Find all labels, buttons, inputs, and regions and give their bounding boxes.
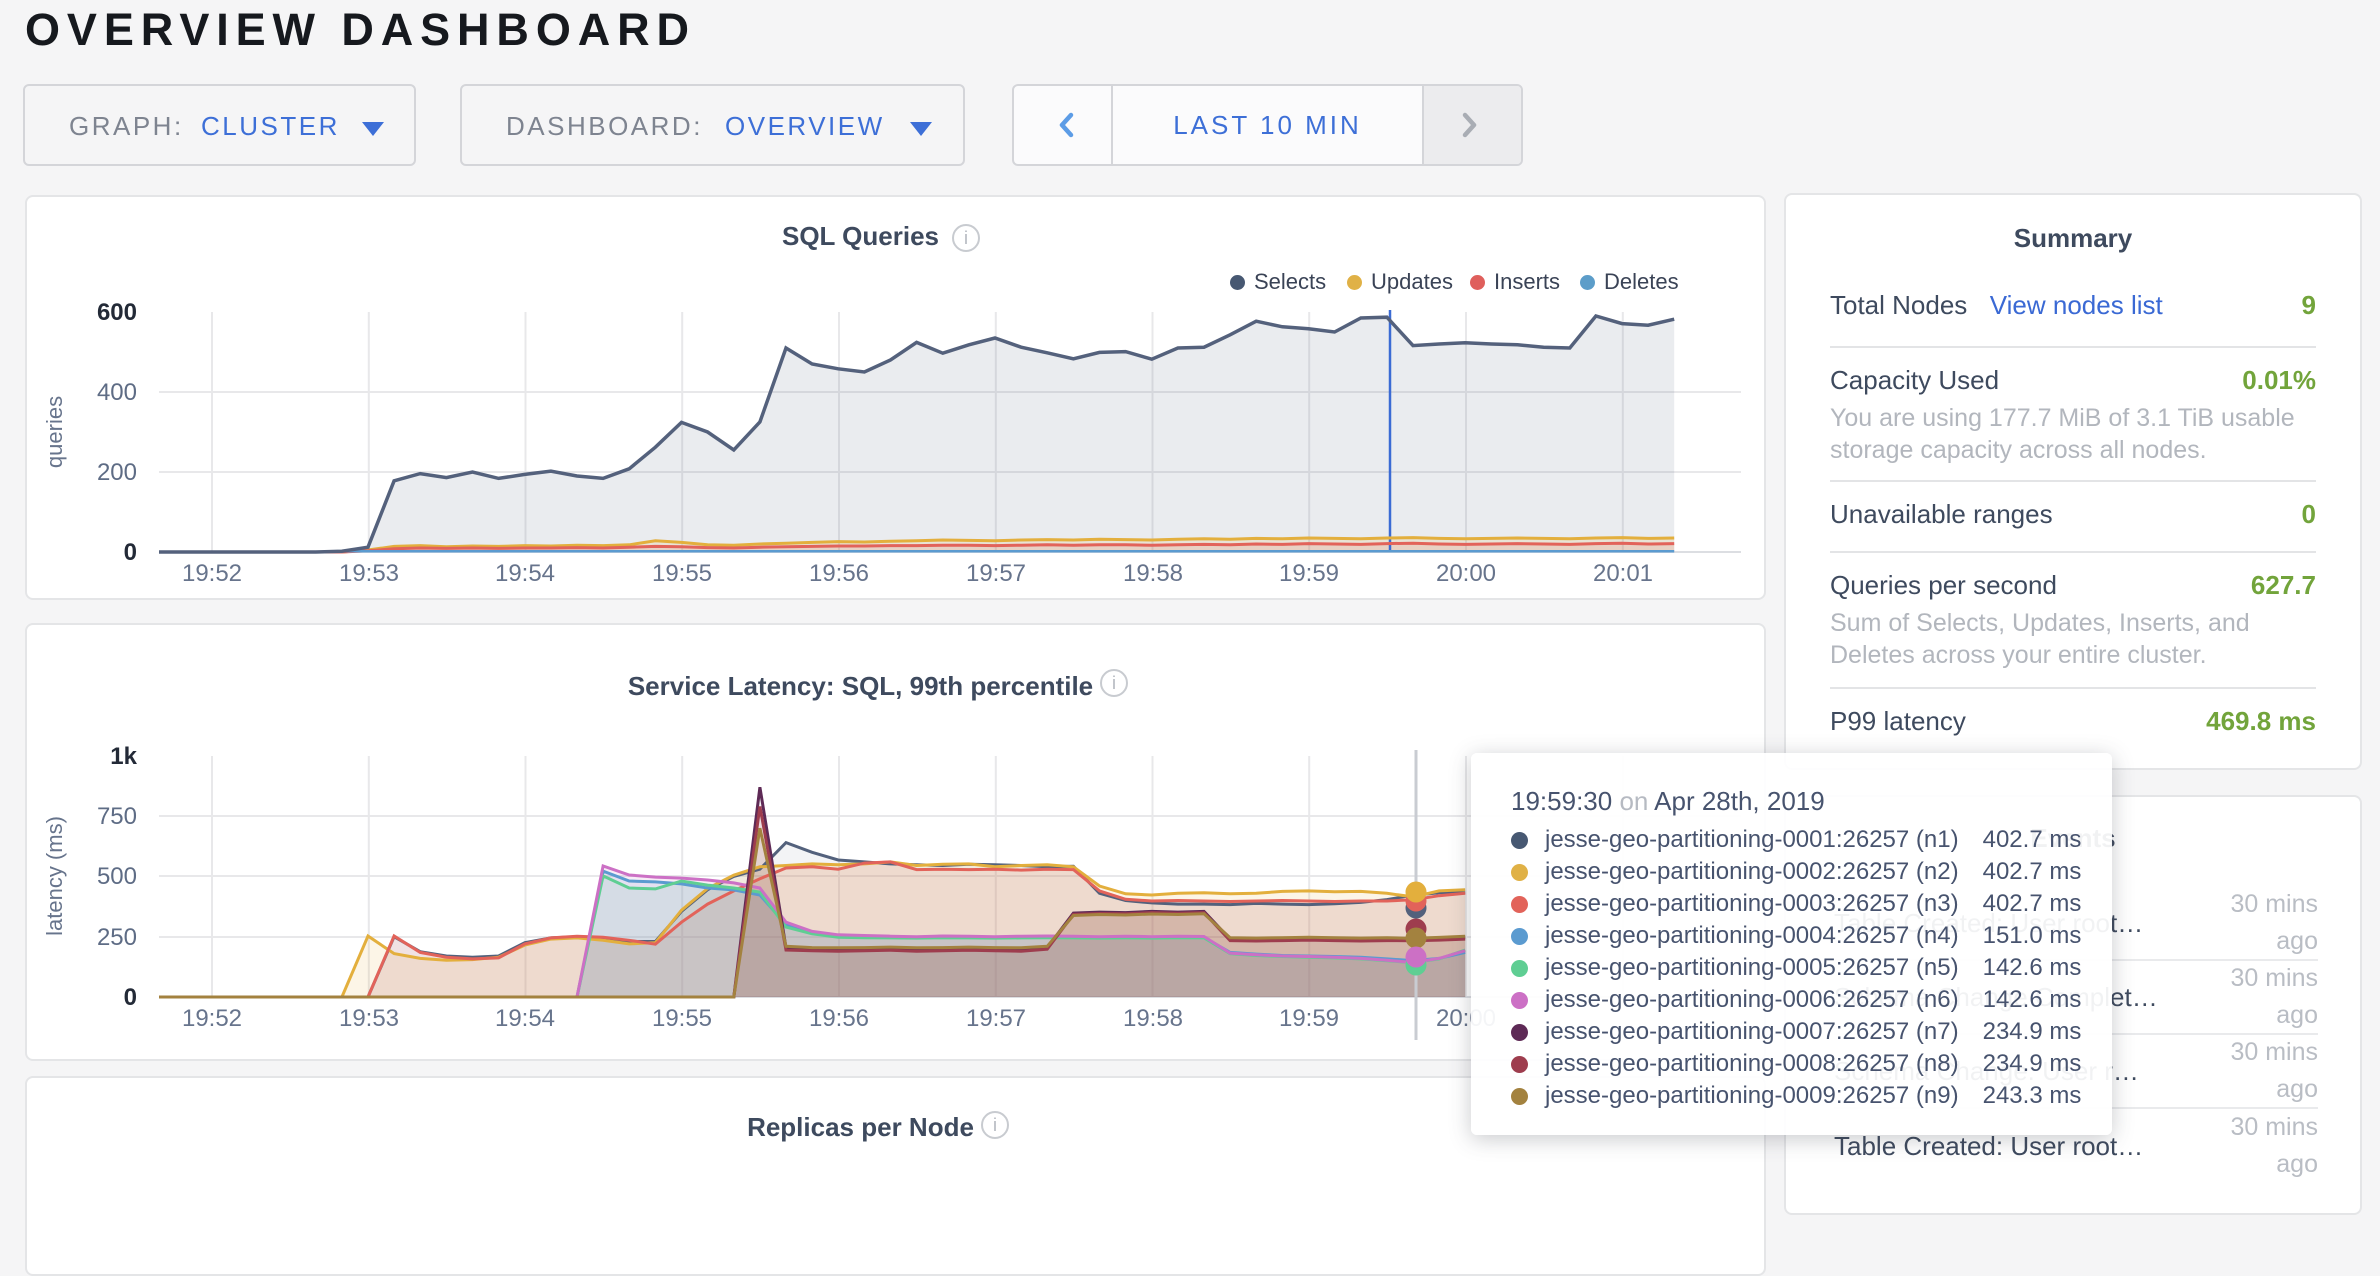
svg-text:20:01: 20:01 [1593,560,1653,587]
svg-text:600: 600 [97,299,137,326]
svg-text:queries: queries [42,396,67,468]
svg-text:200: 200 [97,459,137,486]
svg-text:19:55: 19:55 [652,1005,712,1032]
svg-text:19:56: 19:56 [809,1005,869,1032]
svg-text:19:57: 19:57 [966,560,1026,587]
svg-text:19:59: 19:59 [1279,1005,1339,1032]
svg-text:0: 0 [124,539,137,566]
svg-text:19:53: 19:53 [339,560,399,587]
svg-text:19:55: 19:55 [652,560,712,587]
svg-text:19:53: 19:53 [339,1005,399,1032]
svg-text:19:58: 19:58 [1123,560,1183,587]
svg-text:19:54: 19:54 [495,560,555,587]
svg-text:19:59: 19:59 [1279,560,1339,587]
svg-text:19:56: 19:56 [809,560,869,587]
svg-text:19:52: 19:52 [182,560,242,587]
svg-text:500: 500 [97,863,137,890]
svg-text:0: 0 [124,984,137,1011]
svg-text:400: 400 [97,379,137,406]
svg-text:250: 250 [97,924,137,951]
svg-text:1k: 1k [110,743,137,770]
svg-text:19:58: 19:58 [1123,1005,1183,1032]
svg-text:19:57: 19:57 [966,1005,1026,1032]
svg-text:latency (ms): latency (ms) [42,816,67,936]
svg-text:20:00: 20:00 [1436,560,1496,587]
svg-text:19:54: 19:54 [495,1005,555,1032]
svg-text:750: 750 [97,803,137,830]
svg-text:19:52: 19:52 [182,1005,242,1032]
